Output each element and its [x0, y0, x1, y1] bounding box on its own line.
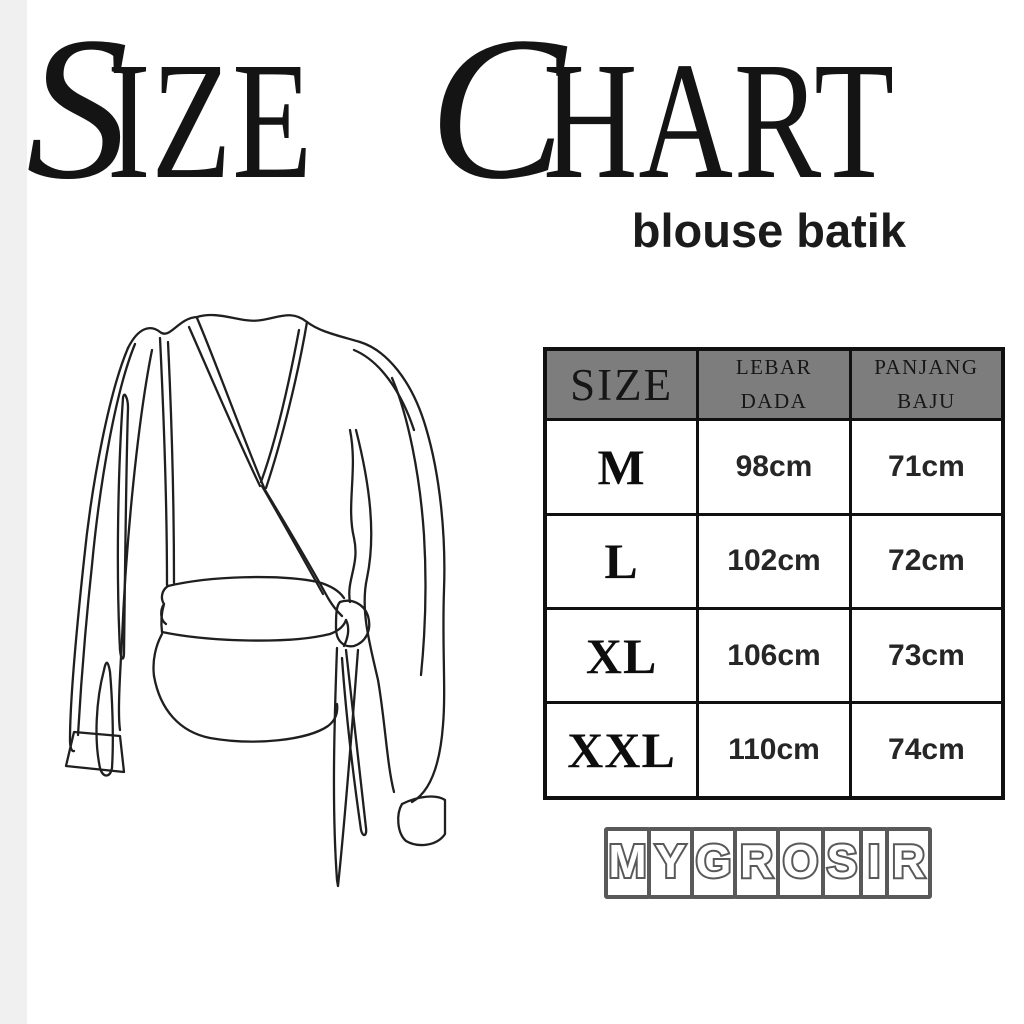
panjang-baju-value: 72cm — [848, 512, 1005, 610]
table-row-l: L 102cm 72cm — [543, 512, 1005, 610]
table-row-xxl: XXL 110cm 74cm — [543, 701, 1005, 800]
size-label: XL — [543, 606, 700, 705]
header-panjang-line2: BAJU — [897, 388, 956, 413]
lebar-dada-value: 102cm — [696, 512, 852, 610]
lebar-dada-value: 110cm — [696, 701, 852, 800]
blouse-line-illustration — [64, 313, 447, 888]
title-word-size: S IZE — [26, 6, 371, 211]
lebar-dada-value: 106cm — [696, 606, 852, 705]
lebar-dada-value: 98cm — [696, 418, 852, 516]
logo-letter: I — [868, 835, 881, 887]
logo-tile: S — [821, 827, 863, 899]
table-row-m: M 98cm 71cm — [543, 418, 1005, 516]
header-lebar-line2: DADA — [740, 388, 808, 413]
table-row-xl: XL 106cm 73cm — [543, 606, 1005, 705]
page-title: S IZE C HART — [26, 6, 956, 221]
header-panjang-line1: PANJANG — [874, 355, 979, 379]
logo-letter: R — [892, 835, 925, 887]
logo-letter: R — [740, 835, 773, 887]
title-initial-s: S — [26, 0, 128, 222]
logo-letter: Y — [655, 835, 686, 887]
title-initial-c: C — [428, 0, 566, 222]
panjang-baju-value: 74cm — [848, 701, 1005, 800]
logo-letter: O — [783, 835, 819, 887]
column-header-lebar-dada: LEBAR DADA — [696, 347, 852, 422]
column-header-size: SIZE — [543, 347, 700, 422]
mygrosir-logo: M Y G R O S I R — [604, 827, 932, 899]
title-word-chart: C HART — [429, 6, 995, 211]
logo-tile: R — [733, 827, 780, 899]
logo-letter: G — [696, 835, 732, 887]
title-rest-hart: HART — [543, 28, 896, 214]
column-header-panjang-baju: PANJANG BAJU — [848, 347, 1005, 422]
logo-tile: M — [604, 827, 651, 899]
logo-letter: M — [608, 835, 646, 887]
size-label: L — [543, 512, 700, 610]
page-edge-strip — [0, 0, 27, 1024]
title-rest-ize: IZE — [106, 28, 313, 214]
header-lebar-line1: LEBAR — [735, 355, 813, 379]
logo-tile: Y — [647, 827, 694, 899]
logo-tile: R — [885, 827, 932, 899]
size-table-header-row: SIZE LEBAR DADA PANJANG BAJU — [543, 347, 1005, 422]
panjang-baju-value: 71cm — [848, 418, 1005, 516]
logo-tile: O — [776, 827, 825, 899]
size-label: XXL — [543, 701, 700, 800]
logo-letter: S — [827, 835, 858, 887]
panjang-baju-value: 73cm — [848, 606, 1005, 705]
size-table: SIZE LEBAR DADA PANJANG BAJU M 98cm 71cm… — [543, 347, 1005, 800]
subtitle: blouse batik — [631, 204, 906, 257]
logo-tile: G — [690, 827, 737, 899]
size-label: M — [543, 418, 700, 516]
